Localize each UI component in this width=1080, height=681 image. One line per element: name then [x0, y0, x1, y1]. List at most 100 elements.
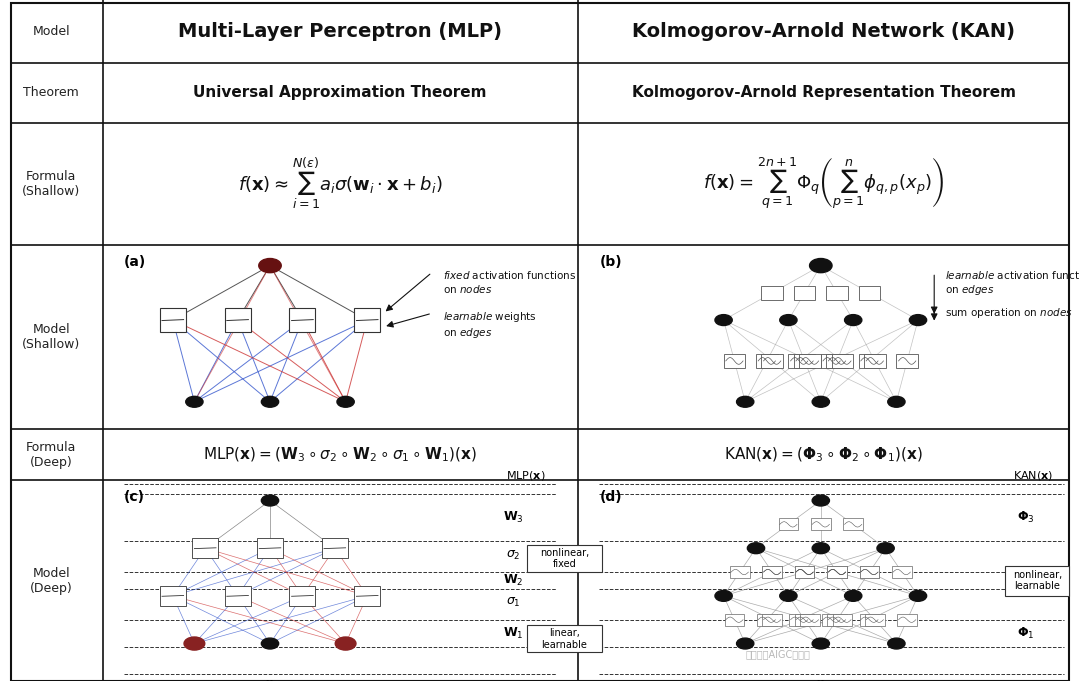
FancyBboxPatch shape	[795, 566, 814, 578]
FancyBboxPatch shape	[892, 566, 912, 578]
Text: $f(\mathbf{x}) = \sum_{q=1}^{2n+1} \Phi_q\left(\sum_{p=1}^{n} \phi_{q,p}(x_p)\ri: $f(\mathbf{x}) = \sum_{q=1}^{2n+1} \Phi_…	[703, 156, 944, 212]
FancyBboxPatch shape	[794, 286, 815, 300]
Text: (b): (b)	[599, 255, 622, 270]
FancyBboxPatch shape	[527, 545, 602, 572]
FancyBboxPatch shape	[257, 538, 283, 558]
Text: linear,
learnable: linear, learnable	[541, 628, 588, 650]
Circle shape	[845, 590, 862, 601]
Text: Kolmogorov-Arnold Representation Theorem: Kolmogorov-Arnold Representation Theorem	[632, 85, 1015, 101]
Text: Model
(Shallow): Model (Shallow)	[23, 323, 80, 351]
Text: (d): (d)	[599, 490, 622, 505]
Circle shape	[888, 396, 905, 407]
Circle shape	[261, 495, 279, 506]
FancyBboxPatch shape	[865, 614, 885, 626]
FancyBboxPatch shape	[789, 614, 809, 626]
FancyBboxPatch shape	[859, 286, 880, 300]
FancyBboxPatch shape	[1005, 565, 1069, 595]
FancyBboxPatch shape	[896, 354, 918, 368]
Text: nonlinear,
fixed: nonlinear, fixed	[540, 548, 589, 569]
Text: $\mathbf{\Phi}_1$: $\mathbf{\Phi}_1$	[1017, 626, 1035, 641]
Circle shape	[909, 590, 927, 601]
Circle shape	[812, 495, 829, 506]
Text: $\it{learnable}$ weights
on $\it{edges}$: $\it{learnable}$ weights on $\it{edges}$	[443, 310, 537, 340]
Text: $\mathrm{MLP}(\mathbf{x}) = (\mathbf{W}_3 \circ \sigma_2 \circ \mathbf{W}_2 \cir: $\mathrm{MLP}(\mathbf{x}) = (\mathbf{W}_…	[203, 445, 477, 464]
Text: $\mathbf{\Phi}_3$: $\mathbf{\Phi}_3$	[1017, 510, 1035, 525]
FancyBboxPatch shape	[761, 354, 783, 368]
FancyBboxPatch shape	[827, 566, 847, 578]
Text: $\sigma_2$: $\sigma_2$	[505, 548, 521, 562]
Circle shape	[810, 259, 832, 272]
Text: $\it{fixed}$ activation functions
on $\it{nodes}$: $\it{fixed}$ activation functions on $\i…	[443, 269, 576, 295]
Text: Universal Approximation Theorem: Universal Approximation Theorem	[193, 85, 487, 101]
FancyBboxPatch shape	[827, 566, 847, 578]
FancyBboxPatch shape	[289, 586, 315, 606]
Circle shape	[715, 590, 732, 601]
Circle shape	[261, 396, 279, 407]
Text: $f(\mathbf{x}) \approx \sum_{i=1}^{N(\epsilon)} a_i\sigma(\mathbf{w}_i \cdot \ma: $f(\mathbf{x}) \approx \sum_{i=1}^{N(\ep…	[238, 156, 443, 212]
Text: Theorem: Theorem	[24, 86, 79, 99]
Circle shape	[737, 638, 754, 649]
Circle shape	[780, 315, 797, 326]
FancyBboxPatch shape	[859, 354, 880, 368]
Circle shape	[184, 637, 205, 650]
Circle shape	[261, 638, 279, 649]
FancyBboxPatch shape	[762, 566, 782, 578]
FancyBboxPatch shape	[827, 566, 847, 578]
FancyBboxPatch shape	[794, 354, 815, 368]
Text: (c): (c)	[124, 490, 145, 505]
Circle shape	[845, 315, 862, 326]
Text: (a): (a)	[124, 255, 147, 270]
Circle shape	[909, 315, 927, 326]
Text: Model: Model	[32, 25, 70, 38]
FancyBboxPatch shape	[843, 518, 863, 530]
Text: $\mathbf{x}$: $\mathbf{x}$	[816, 678, 825, 681]
FancyBboxPatch shape	[897, 614, 917, 626]
Circle shape	[780, 590, 797, 601]
FancyBboxPatch shape	[762, 614, 782, 626]
Circle shape	[812, 638, 829, 649]
FancyBboxPatch shape	[289, 308, 315, 332]
Circle shape	[259, 259, 281, 272]
FancyBboxPatch shape	[795, 566, 814, 578]
FancyBboxPatch shape	[354, 586, 380, 606]
Text: $\mathbf{x}$: $\mathbf{x}$	[266, 678, 274, 681]
Circle shape	[877, 543, 894, 554]
Text: nonlinear,
learnable: nonlinear, learnable	[1013, 570, 1062, 591]
FancyBboxPatch shape	[762, 566, 782, 578]
Text: Multi-Layer Perceptron (MLP): Multi-Layer Perceptron (MLP)	[178, 22, 502, 41]
FancyBboxPatch shape	[788, 354, 810, 368]
FancyBboxPatch shape	[225, 586, 251, 606]
FancyBboxPatch shape	[800, 614, 820, 626]
FancyBboxPatch shape	[757, 614, 777, 626]
FancyBboxPatch shape	[860, 566, 879, 578]
Text: $\mathbf{\Phi}_2$: $\mathbf{\Phi}_2$	[1017, 573, 1035, 588]
FancyBboxPatch shape	[730, 566, 750, 578]
FancyBboxPatch shape	[811, 518, 831, 530]
FancyBboxPatch shape	[192, 538, 218, 558]
FancyBboxPatch shape	[860, 566, 879, 578]
Text: $\mathbf{W}_2$: $\mathbf{W}_2$	[503, 573, 523, 588]
Text: Kolmogorov-Arnold Network (KAN): Kolmogorov-Arnold Network (KAN)	[632, 22, 1015, 41]
Circle shape	[812, 396, 829, 407]
FancyBboxPatch shape	[225, 308, 251, 332]
FancyBboxPatch shape	[795, 566, 814, 578]
Text: KAN($\mathbf{x}$): KAN($\mathbf{x}$)	[1013, 469, 1053, 482]
Text: Model
(Deep): Model (Deep)	[30, 567, 72, 595]
FancyBboxPatch shape	[860, 614, 879, 626]
Circle shape	[186, 638, 203, 649]
FancyBboxPatch shape	[724, 354, 745, 368]
FancyBboxPatch shape	[761, 286, 783, 300]
Circle shape	[737, 396, 754, 407]
Text: Formula
(Deep): Formula (Deep)	[26, 441, 77, 469]
Text: $\mathrm{KAN}(\mathbf{x}) = (\mathbf{\Phi}_3 \circ \mathbf{\Phi}_2 \circ \mathbf: $\mathrm{KAN}(\mathbf{x}) = (\mathbf{\Ph…	[725, 445, 922, 464]
FancyBboxPatch shape	[795, 614, 814, 626]
Circle shape	[335, 637, 356, 650]
Circle shape	[888, 638, 905, 649]
Text: $\it{learnable}$ activation functions
on $\it{edges}$: $\it{learnable}$ activation functions on…	[945, 269, 1080, 297]
FancyBboxPatch shape	[725, 614, 744, 626]
Circle shape	[186, 396, 203, 407]
Text: $\mathbf{W}_3$: $\mathbf{W}_3$	[502, 510, 524, 525]
Circle shape	[337, 638, 354, 649]
FancyBboxPatch shape	[832, 354, 853, 368]
Circle shape	[337, 396, 354, 407]
